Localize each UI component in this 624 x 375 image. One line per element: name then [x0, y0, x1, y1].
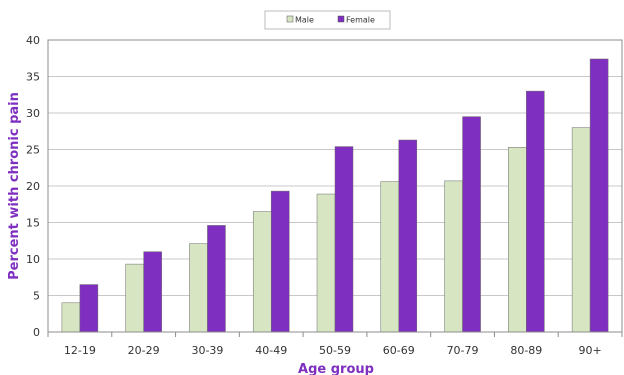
bar-female-70-79 — [462, 116, 481, 333]
bar-male-30-39 — [189, 243, 208, 333]
y-tick-label: 30 — [26, 107, 40, 120]
legend: Male Female — [264, 10, 391, 30]
x-tick-label: 40-49 — [255, 344, 287, 357]
y-tick-label: 20 — [26, 180, 40, 193]
y-tick-labels: 0 5 10 15 20 25 30 35 40 — [26, 34, 40, 339]
x-tick-label: 12-19 — [64, 344, 96, 357]
bars — [61, 58, 609, 333]
plot-border — [47, 39, 623, 333]
bar-female-60-69 — [398, 139, 418, 333]
x-tick-label: 60-69 — [383, 344, 415, 357]
legend-swatch-male — [286, 15, 294, 23]
bar-female-20-29 — [143, 251, 162, 333]
x-tick-label: 80-89 — [510, 344, 542, 357]
bar-female-12-19 — [79, 284, 99, 333]
bar-female-30-39 — [207, 225, 226, 333]
bar-male-20-29 — [125, 263, 144, 333]
y-tick-label: 0 — [33, 326, 40, 339]
bar-female-40-49 — [270, 190, 290, 333]
x-tick-label: 30-39 — [191, 344, 223, 357]
axes — [47, 39, 623, 337]
x-tick-labels: 12-19 20-29 30-39 40-49 50-59 60-69 70-79 80-89… — [64, 344, 602, 357]
y-tick-label: 5 — [33, 290, 40, 303]
x-tick-label: 20-29 — [128, 344, 160, 357]
y-tick-label: 25 — [26, 144, 40, 157]
legend-label-female: Female — [346, 16, 375, 25]
bar-female-50-59 — [334, 146, 354, 333]
y-axis-title: Percent with chronic pain — [7, 92, 22, 280]
x-tick-label: 90+ — [579, 344, 602, 357]
bar-male-40-49 — [252, 211, 272, 333]
legend-swatch-female — [337, 15, 345, 23]
legend-box — [264, 10, 391, 30]
bar-male-80-89 — [508, 147, 527, 333]
bar-female-80-89 — [526, 90, 545, 333]
bar-male-90+ — [571, 127, 591, 333]
y-tick-label: 15 — [26, 217, 40, 230]
bar-female-90+ — [589, 58, 609, 333]
x-tick-label: 70-79 — [447, 344, 479, 357]
bar-male-60-69 — [380, 181, 400, 333]
x-axis-title: Age group — [298, 362, 374, 375]
legend-label-male: Male — [295, 16, 314, 25]
x-tick-label: 50-59 — [319, 344, 351, 357]
bar-male-12-19 — [61, 302, 81, 333]
bar-male-70-79 — [444, 180, 463, 333]
bar-male-50-59 — [316, 193, 336, 333]
y-tick-label: 10 — [26, 253, 40, 266]
y-tick-label: 40 — [26, 34, 40, 47]
y-tick-label: 35 — [26, 71, 40, 84]
